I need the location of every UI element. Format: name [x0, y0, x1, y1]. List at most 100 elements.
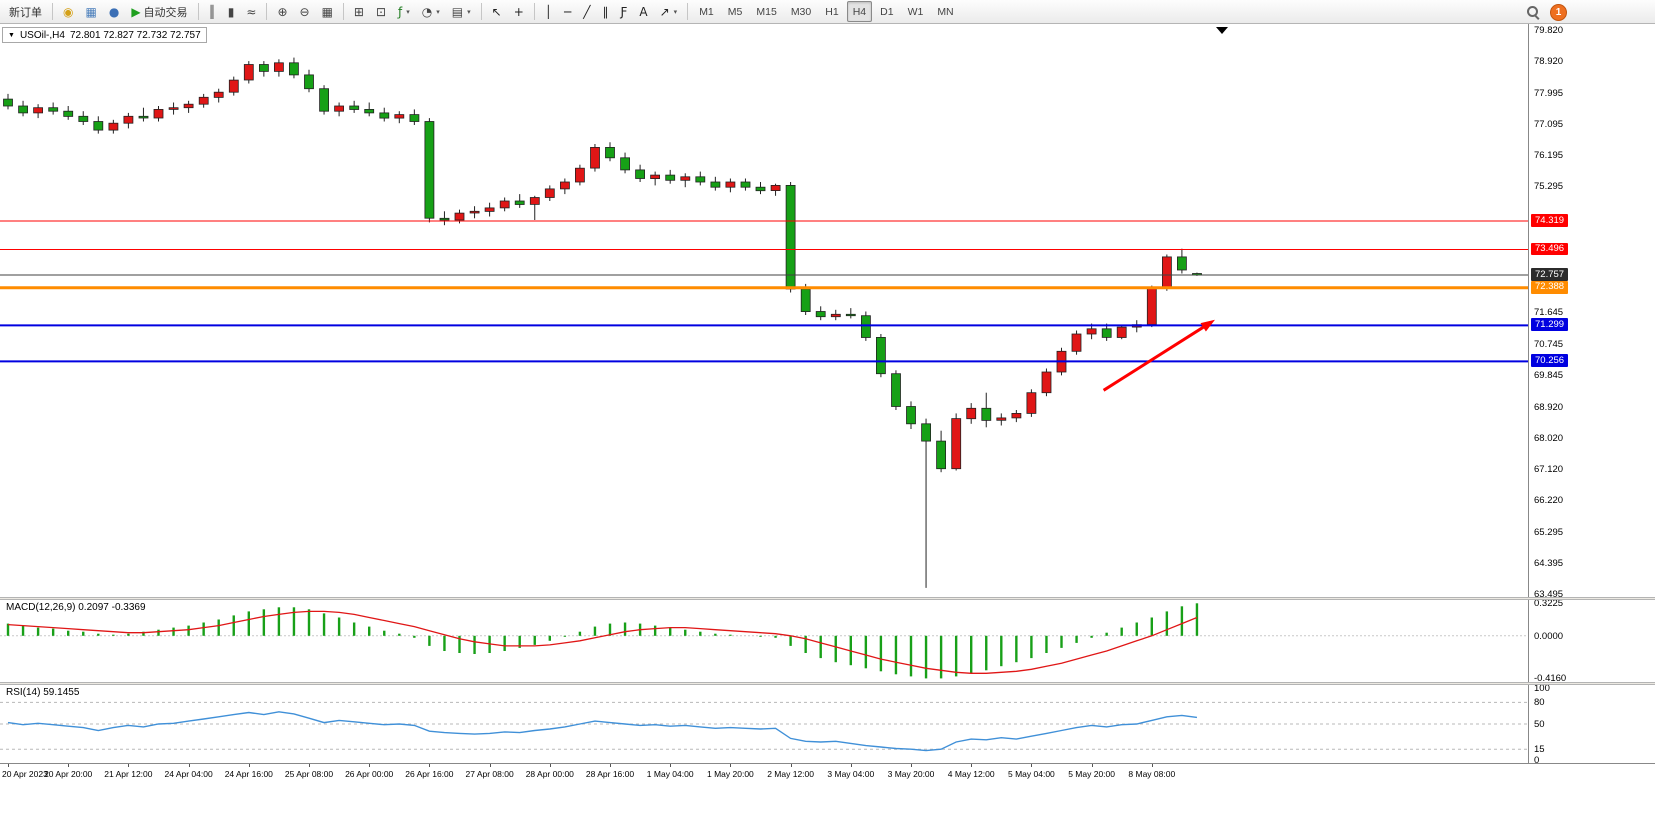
arrows-icon[interactable]: ↗ ▾ — [655, 1, 683, 22]
tf-m1-label: M1 — [699, 5, 714, 18]
rsi-panel-splitter[interactable] — [0, 682, 1655, 685]
cascade-windows-icon[interactable]: ⊡ — [371, 1, 391, 22]
crosshair-icon[interactable]: + — [509, 1, 529, 22]
time-axis-tick — [68, 764, 70, 767]
rsi-axis-label: 80 — [1534, 697, 1545, 709]
toolbar-separator — [342, 3, 344, 20]
notification-badge[interactable]: 1 — [1550, 4, 1567, 21]
time-axis-tick — [1151, 764, 1153, 767]
tf-h4-label: H4 — [852, 5, 867, 18]
price-axis-label: 77.095 — [1534, 119, 1564, 131]
trendline-icon-glyph: ╱ — [583, 4, 591, 19]
zoom-out-icon-glyph: ⊖ — [299, 4, 310, 19]
time-axis-label: 20 Apr 20:00 — [44, 769, 93, 779]
autotrading-button-label: 自动交易 — [143, 6, 188, 19]
time-axis-tick — [489, 764, 491, 767]
time-axis-tick — [369, 764, 371, 767]
text-icon[interactable]: A — [634, 1, 652, 22]
time-axis-tick — [188, 764, 190, 767]
search-icon[interactable] — [1527, 6, 1540, 19]
fibonacci-icon[interactable]: Ƒ — [615, 1, 632, 22]
bar-chart-icon-glyph: ║ — [208, 4, 216, 19]
trend-arrow[interactable] — [1102, 319, 1215, 392]
zoom-out-icon[interactable]: ⊖ — [295, 1, 315, 22]
tf-mn-label: MN — [937, 5, 954, 18]
price-badge: 72.757 — [1531, 268, 1569, 281]
vertical-line-icon-glyph: │ — [544, 4, 553, 19]
time-axis-tick — [429, 764, 431, 767]
new-order-button-label: 新订单 — [9, 6, 42, 19]
periods-icon[interactable]: ◔ ▾ — [417, 1, 445, 22]
tile-windows-icon[interactable]: ⊞ — [349, 1, 369, 22]
time-axis-label: 3 May 04:00 — [827, 769, 875, 779]
time-axis-label: 24 Apr 04:00 — [164, 769, 213, 779]
macd-axis-label: 0.0000 — [1534, 630, 1564, 642]
tf-m15[interactable]: M15 — [750, 1, 782, 22]
symbol-info-box[interactable]: ▼ USOil-,H4 72.801 72.827 72.732 72.757 — [2, 27, 207, 43]
coins-icon[interactable]: ◉ — [58, 1, 78, 22]
time-axis-tick — [248, 764, 250, 767]
grid-icon[interactable]: ▦ — [317, 1, 338, 22]
trendline-icon[interactable]: ╱ — [578, 1, 595, 22]
price-axis-label: 63.495 — [1534, 589, 1564, 600]
zoom-in-icon[interactable]: ⊕ — [272, 1, 292, 22]
shift-marker-icon[interactable] — [1216, 27, 1228, 34]
cursor-icon-glyph: ↖ — [491, 4, 502, 19]
toolbar-separator — [480, 3, 482, 20]
time-axis-tick — [790, 764, 792, 767]
periods-icon-dropdown[interactable]: ▾ — [436, 8, 440, 16]
time-axis-tick — [1091, 764, 1093, 767]
candlestick-chart-icon[interactable]: ▮ — [223, 1, 240, 22]
horizontal-line-icon[interactable]: ─ — [559, 1, 576, 22]
price-axis-label: 66.220 — [1534, 494, 1564, 506]
time-axis-label: 28 Apr 16:00 — [585, 769, 635, 779]
price-badge: 72.388 — [1531, 280, 1569, 294]
cursor-icon[interactable]: ↖ — [487, 1, 507, 22]
tf-h1[interactable]: H1 — [819, 1, 844, 22]
symbol-label: USOil-,H4 — [19, 29, 65, 41]
one-click-trading-arrow[interactable]: ▼ — [8, 31, 15, 39]
tf-m5[interactable]: M5 — [722, 1, 749, 22]
line-chart-icon[interactable]: ≈ — [241, 1, 261, 22]
macd-signal-line — [7, 610, 1198, 674]
tf-w1[interactable]: W1 — [902, 1, 930, 22]
toolbar-separator — [533, 3, 535, 20]
chart-window-icon-glyph: ▦ — [85, 4, 97, 19]
price-axis[interactable]: 79.820 78.920 77.995 77.095 76.195 75.295 71.6… — [1528, 24, 1655, 766]
tf-mn[interactable]: MN — [931, 1, 959, 22]
coins-icon-glyph: ◉ — [63, 4, 74, 19]
horizontal-lines-group[interactable] — [0, 220, 1528, 363]
channel-icon[interactable]: ∥ — [597, 1, 613, 22]
arrows-icon-dropdown[interactable]: ▾ — [673, 8, 678, 16]
rsi-axis-label: 0 — [1534, 755, 1540, 766]
rsi-panel[interactable] — [0, 685, 1528, 763]
bar-chart-icon[interactable]: ║ — [204, 1, 221, 22]
candlestick-chart[interactable] — [0, 24, 1528, 597]
macd-panel[interactable] — [0, 600, 1528, 682]
grid-icon-glyph: ▦ — [321, 4, 333, 19]
templates-icon-dropdown[interactable]: ▾ — [467, 8, 471, 16]
tf-m1[interactable]: M1 — [693, 1, 720, 22]
chart-window-icon[interactable]: ▦ — [80, 1, 101, 22]
tf-d1[interactable]: D1 — [874, 1, 899, 22]
vertical-line-icon[interactable]: │ — [540, 1, 557, 22]
new-order-button[interactable]: 新订单 — [4, 1, 47, 22]
indicators-icon-dropdown[interactable]: ▾ — [406, 8, 410, 16]
templates-icon[interactable]: ▤ ▾ — [447, 1, 476, 22]
autotrading-button[interactable]: ▶ 自动交易 — [126, 1, 192, 22]
tf-d1-label: D1 — [880, 5, 894, 18]
time-axis-label: 3 May 20:00 — [887, 769, 935, 779]
time-axis-tick — [850, 764, 852, 767]
rsi-axis-label: 100 — [1534, 683, 1550, 694]
price-badge: 73.496 — [1531, 242, 1569, 256]
tf-m30[interactable]: M30 — [785, 1, 817, 22]
time-axis-label: 5 May 04:00 — [1008, 769, 1055, 779]
time-axis[interactable]: 20 Apr 2023 20 Apr 20:00 21 Apr 12:00 24 Ap… — [0, 763, 1655, 783]
time-axis-label: 5 May 20:00 — [1068, 769, 1115, 779]
rsi-axis-label: 15 — [1534, 744, 1545, 756]
community-icon[interactable]: ● — [104, 1, 124, 22]
macd-panel-splitter[interactable] — [0, 597, 1655, 600]
time-axis-label: 21 Apr 12:00 — [104, 769, 153, 779]
indicators-icon[interactable]: ƒ ▾ — [393, 1, 415, 22]
tf-h4[interactable]: H4 — [846, 1, 873, 22]
